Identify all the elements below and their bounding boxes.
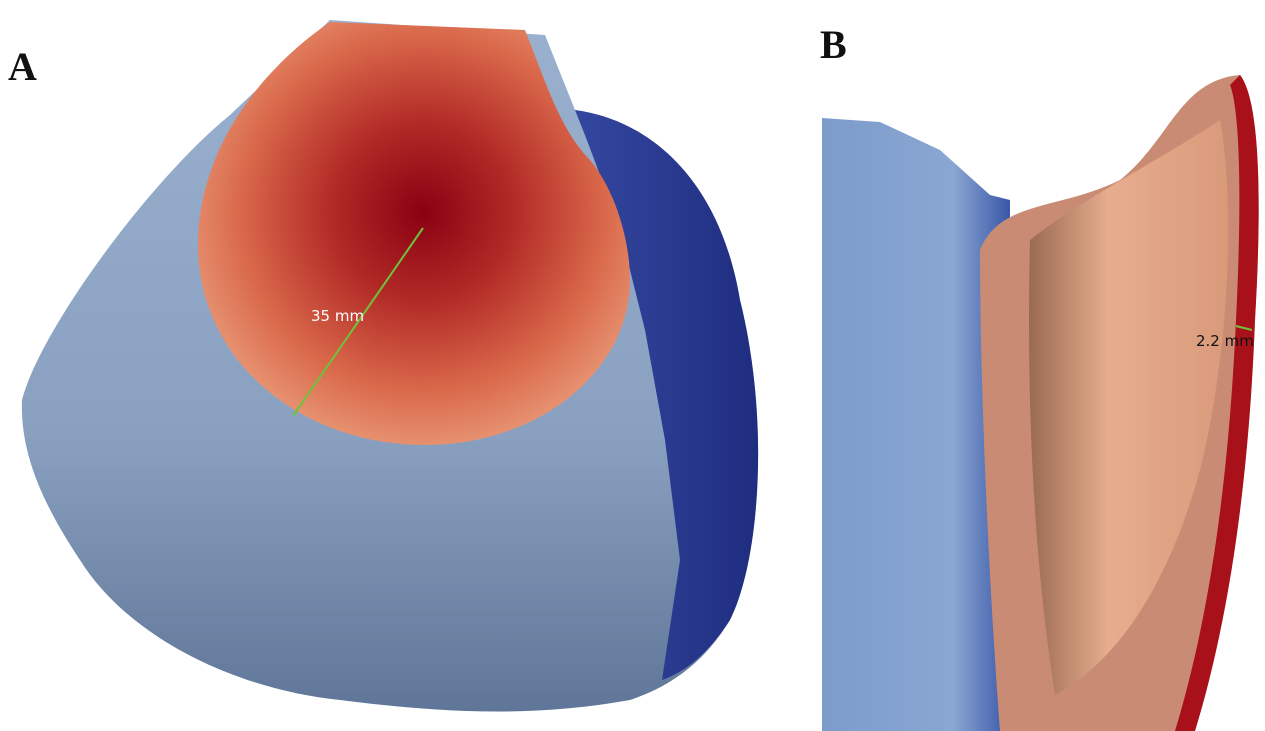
panel-label: A [8,44,37,89]
measurement: 35 mm [311,307,364,325]
figure: A 35 mm 2.2 mm B [0,0,1265,731]
measurement: 2.2 mm [1196,332,1254,350]
tissue [822,118,1010,731]
panel-label: B [820,22,847,67]
ablation-zone [198,22,630,445]
panel-a: A 35 mm [8,20,758,712]
panel-b: 2.2 mm [822,75,1259,731]
